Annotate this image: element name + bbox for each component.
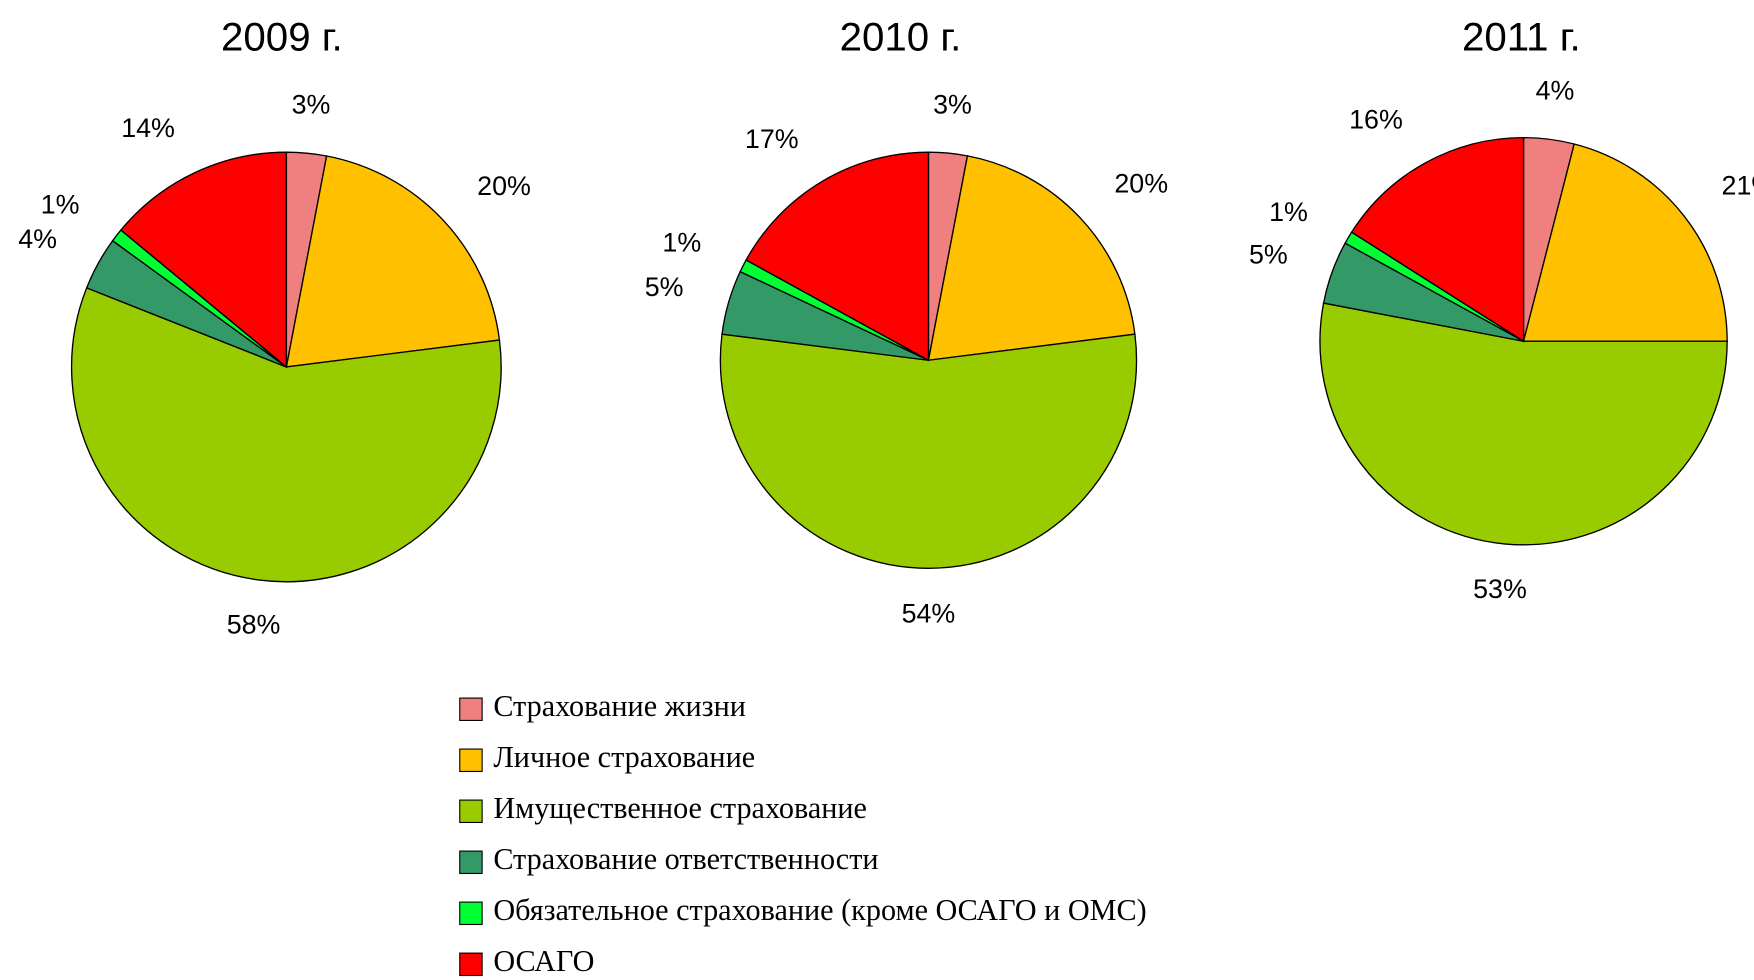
legend-label: Личное страхование — [493, 740, 755, 774]
data-label: 4% — [1536, 76, 1575, 106]
data-label: 54% — [902, 598, 956, 628]
pie-slice — [1522, 143, 1728, 342]
chart-title: 2009 г. — [221, 14, 343, 59]
data-label: 5% — [645, 272, 684, 302]
data-label: 20% — [477, 171, 531, 201]
data-label: 53% — [1473, 574, 1527, 604]
pie-slice — [70, 287, 502, 583]
data-label: 4% — [18, 224, 57, 254]
legend-swatch — [459, 901, 483, 926]
legend-label: Обязательное страхование (кроме ОСАГО и … — [493, 893, 1146, 927]
data-label: 5% — [1249, 239, 1288, 269]
pie-slice — [285, 155, 501, 368]
legend-swatch — [459, 952, 483, 977]
data-label: 17% — [745, 124, 799, 154]
legend-swatch — [459, 697, 483, 721]
pie-slice — [1350, 136, 1525, 343]
data-label: 58% — [227, 610, 281, 640]
chart-title: 2011 г. — [1462, 14, 1581, 59]
data-label: 16% — [1349, 105, 1403, 135]
legend-label: Имущественное страхование — [493, 791, 867, 825]
legend-label: Страхование жизни — [493, 689, 746, 723]
legend-swatch — [459, 799, 483, 824]
data-label: 3% — [933, 89, 972, 119]
pie-slice — [119, 151, 288, 369]
legend-label: Страхование ответственности — [493, 842, 878, 876]
data-label: 1% — [41, 190, 80, 220]
pie-slice — [1319, 302, 1728, 546]
chart-title: 2010 г. — [840, 14, 962, 59]
data-label: 20% — [1114, 169, 1168, 199]
legend-swatch — [459, 850, 483, 875]
data-label: 3% — [292, 89, 331, 119]
legend-swatch — [459, 748, 483, 773]
data-label: 1% — [662, 228, 701, 258]
pie-slice — [745, 151, 930, 362]
legend-label: ОСАГО — [493, 944, 594, 978]
pie-slice — [927, 155, 1136, 362]
pie-slice — [719, 333, 1138, 569]
data-label: 1% — [1269, 197, 1308, 227]
data-label: 21% — [1722, 171, 1754, 201]
data-label: 14% — [121, 113, 175, 143]
